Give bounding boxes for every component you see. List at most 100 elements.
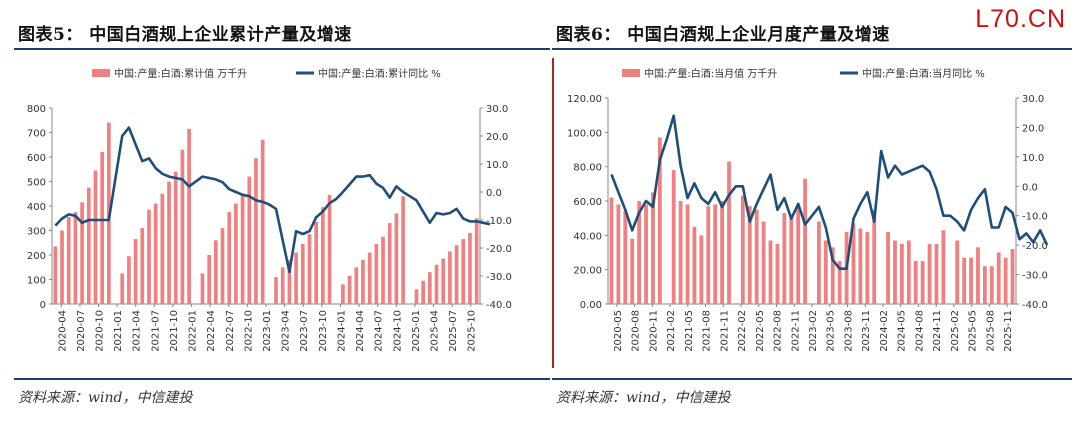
growth-line (610, 114, 1049, 270)
y-left-tick-label: 800 (27, 104, 46, 115)
figure5-title: 图表5： 中国白酒规上企业累计产量及增速 (18, 25, 352, 45)
y-left-tick-label: 40.00 (573, 231, 602, 242)
bar (644, 204, 648, 304)
bar (678, 201, 683, 304)
y-right-tick-label: 20.0 (1022, 123, 1044, 134)
bar (872, 209, 877, 304)
bar (153, 203, 158, 304)
x-tick-label: 2022-04 (206, 310, 217, 352)
bar (220, 228, 225, 304)
bar (374, 243, 379, 304)
bar (969, 257, 973, 304)
bar (899, 243, 904, 304)
y-right-tick-label: 0.0 (486, 188, 502, 199)
bar (754, 209, 759, 304)
x-tick-label: 2020-05 (613, 310, 624, 352)
y-right-tick-label: 10.0 (1022, 153, 1044, 164)
x-tick-label: 2025-04 (429, 310, 440, 352)
bar (140, 228, 145, 304)
bar (474, 218, 479, 304)
x-tick-label: 2024-08 (914, 310, 925, 352)
legend-bar-label: 中国:产量:白酒:当月值 万千升 (644, 67, 777, 80)
bar (955, 240, 960, 304)
bar (367, 252, 372, 304)
x-tick-label: 2025-10 (467, 310, 478, 352)
y-left-tick-label: 300 (27, 227, 46, 238)
y-right-tick-label: 30.0 (1022, 94, 1044, 105)
figure5-chart: 中国:产量:白酒:累计值 万千升 中国:产量:白酒:累计同比 % 0 100 200 30… (27, 67, 512, 352)
legend-bar-swatch (622, 69, 640, 77)
bar (53, 246, 58, 304)
bar (789, 218, 794, 304)
x-tick-label: 2022-07 (225, 310, 236, 352)
bar (314, 221, 318, 304)
x-tick-label: 2025-07 (448, 310, 459, 352)
bar (865, 231, 870, 304)
bar (434, 264, 439, 304)
y-right-tick-label: 10.0 (486, 160, 508, 171)
panel-divider (552, 58, 554, 368)
bar (234, 203, 238, 304)
bar (214, 240, 218, 304)
x-tick-label: 2020-10 (95, 310, 106, 352)
bar (133, 239, 138, 304)
y-left-tick-label: 0 (40, 300, 46, 311)
bar (830, 247, 835, 304)
growth-line (54, 126, 491, 274)
bar (886, 231, 890, 304)
x-tick-label: 2022-11 (790, 310, 801, 352)
legend-bar-label: 中国:产量:白酒:累计值 万千升 (114, 67, 247, 80)
bar (651, 192, 655, 304)
x-tick-label: 2025-11 (1003, 310, 1014, 352)
x-tick-label: 2022-01 (188, 310, 199, 352)
bar (327, 194, 332, 304)
x-tick-label: 2023-01 (262, 310, 273, 352)
bar (1003, 257, 1008, 304)
bottom-rule-left (14, 378, 550, 380)
bar (294, 252, 298, 304)
bar (394, 213, 399, 304)
x-tick-label: 2021-05 (684, 310, 695, 352)
y-left-tick-label: 400 (27, 202, 46, 213)
top-rule-left (14, 48, 550, 50)
bar (913, 261, 918, 304)
bar (941, 230, 946, 304)
bar (468, 232, 472, 304)
bar (934, 243, 939, 304)
bar (207, 255, 211, 304)
bar (706, 206, 711, 304)
bar (727, 161, 731, 304)
bar (280, 267, 285, 304)
y-left-tick-label: 60.00 (573, 197, 602, 208)
bar (441, 258, 446, 304)
bar (147, 209, 151, 304)
bar (180, 149, 185, 304)
bar (60, 230, 64, 304)
x-tick-label: 2024-11 (932, 310, 943, 352)
legend-line-label: 中国:产量:白酒:当月同比 % (862, 67, 985, 80)
bar (240, 194, 245, 304)
legend-bar-swatch (92, 69, 110, 77)
x-tick-label: 2025-05 (968, 310, 979, 352)
bar (616, 204, 621, 304)
y-right-tick-label: -10.0 (486, 216, 512, 227)
x-tick-label: 2020-04 (57, 310, 68, 352)
bar (247, 176, 252, 304)
bar (454, 245, 459, 304)
bar (287, 259, 292, 304)
bar (761, 221, 766, 304)
bar (630, 238, 635, 304)
figure6-source: 资料来源：wind，中信建投 (556, 390, 731, 406)
bar (692, 226, 697, 304)
bar (461, 239, 466, 304)
bar (837, 261, 842, 304)
x-tick-label: 2020-08 (631, 310, 642, 352)
bar (448, 251, 452, 304)
y-left-tick-label: 200 (27, 251, 46, 262)
y-left-tick-label: 100.00 (567, 128, 602, 139)
y-left-tick-label: 0.00 (580, 300, 602, 311)
y-right-tick-label: 20.0 (486, 132, 508, 143)
bar (93, 170, 98, 304)
bar (637, 201, 642, 304)
x-tick-label: 2022-10 (243, 310, 254, 352)
